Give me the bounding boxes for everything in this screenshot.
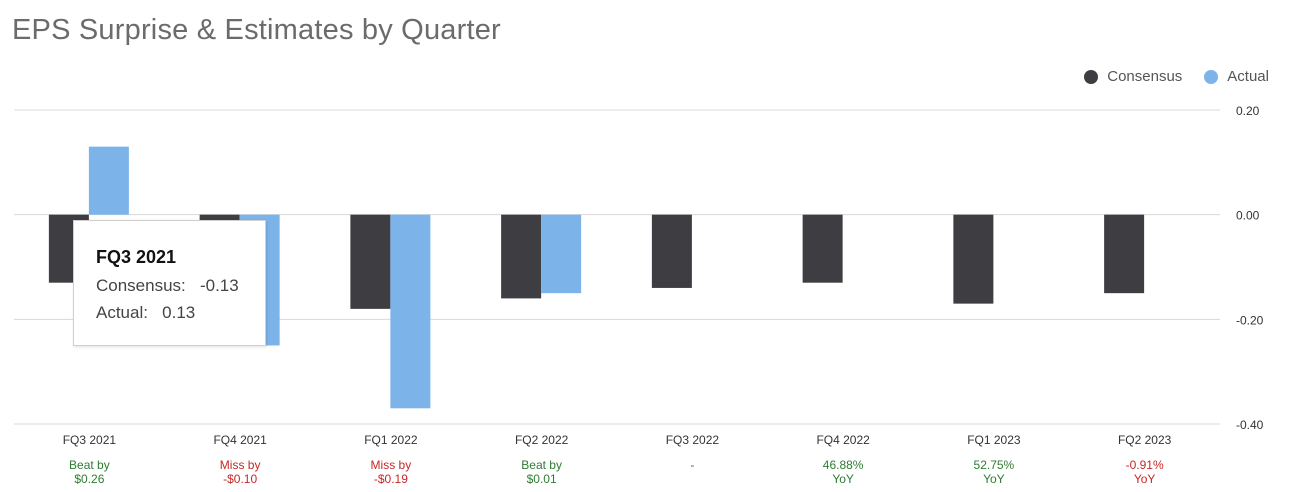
x-tick-label: FQ3 2021	[63, 433, 117, 447]
surprise-label: Beat by	[69, 458, 110, 472]
x-tick-label: FQ4 2022	[816, 433, 870, 447]
bar-consensus[interactable]	[501, 214, 542, 299]
surprise-value: -$0.10	[223, 472, 257, 486]
bar-actual[interactable]	[390, 214, 431, 409]
surprise-label: Miss by	[220, 458, 261, 472]
surprise-value: YoY	[983, 472, 1005, 486]
legend-dot-consensus	[1084, 69, 1099, 84]
legend-item-consensus[interactable]: Consensus	[1084, 68, 1182, 85]
tooltip-consensus-value: -0.13	[199, 276, 239, 295]
surprise-label: -0.91%	[1126, 458, 1164, 472]
chart-title: EPS Surprise & Estimates by Quarter	[12, 14, 501, 46]
y-tick-label: -0.20	[1236, 313, 1264, 327]
bar-consensus[interactable]	[802, 214, 843, 283]
surprise-value: $0.26	[74, 472, 104, 486]
x-tick-label: FQ1 2022	[364, 433, 418, 447]
legend-label-consensus: Consensus	[1107, 68, 1183, 85]
surprise-label: 46.88%	[823, 458, 864, 472]
legend-label-actual: Actual	[1227, 68, 1269, 85]
tooltip-consensus-row: Consensus: -0.13	[96, 276, 265, 296]
bar-consensus[interactable]	[350, 214, 391, 309]
x-tick-label: FQ2 2023	[1118, 433, 1172, 447]
bar-actual[interactable]	[541, 214, 582, 294]
surprise-value: YoY	[832, 472, 854, 486]
bar-consensus[interactable]	[953, 214, 994, 304]
bar-consensus[interactable]	[651, 214, 692, 288]
legend-dot-actual	[1204, 69, 1219, 84]
x-tick-label: FQ4 2021	[213, 433, 267, 447]
surprise-label: 52.75%	[974, 458, 1015, 472]
y-tick-label: 0.00	[1236, 209, 1260, 223]
tooltip-actual-value: 0.13	[162, 303, 196, 322]
tooltip: FQ3 2021 Consensus: -0.13 Actual: 0.13	[73, 220, 266, 346]
surprise-label: Beat by	[521, 458, 562, 472]
surprise-value: YoY	[1134, 472, 1156, 486]
bar-actual[interactable]	[88, 146, 129, 215]
surprise-label: -	[690, 458, 694, 472]
y-tick-label: -0.40	[1236, 418, 1264, 432]
surprise-value: -$0.19	[374, 472, 408, 486]
x-tick-label: FQ3 2022	[666, 433, 720, 447]
legend-item-actual[interactable]: Actual	[1204, 68, 1269, 85]
tooltip-actual-label: Actual:	[96, 303, 148, 322]
tooltip-title: FQ3 2021	[96, 247, 177, 267]
surprise-value: $0.01	[527, 472, 557, 486]
x-tick-label: FQ1 2023	[967, 433, 1021, 447]
x-tick-label: FQ2 2022	[515, 433, 569, 447]
surprise-label: Miss by	[371, 458, 412, 472]
tooltip-actual-row: Actual: 0.13	[96, 303, 265, 323]
legend: Consensus Actual	[1062, 68, 1269, 85]
y-tick-label: 0.20	[1236, 104, 1260, 118]
tooltip-consensus-label: Consensus:	[96, 276, 186, 295]
bar-consensus[interactable]	[1104, 214, 1145, 294]
